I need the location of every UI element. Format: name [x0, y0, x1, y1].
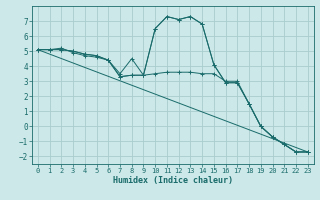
X-axis label: Humidex (Indice chaleur): Humidex (Indice chaleur) [113, 176, 233, 185]
